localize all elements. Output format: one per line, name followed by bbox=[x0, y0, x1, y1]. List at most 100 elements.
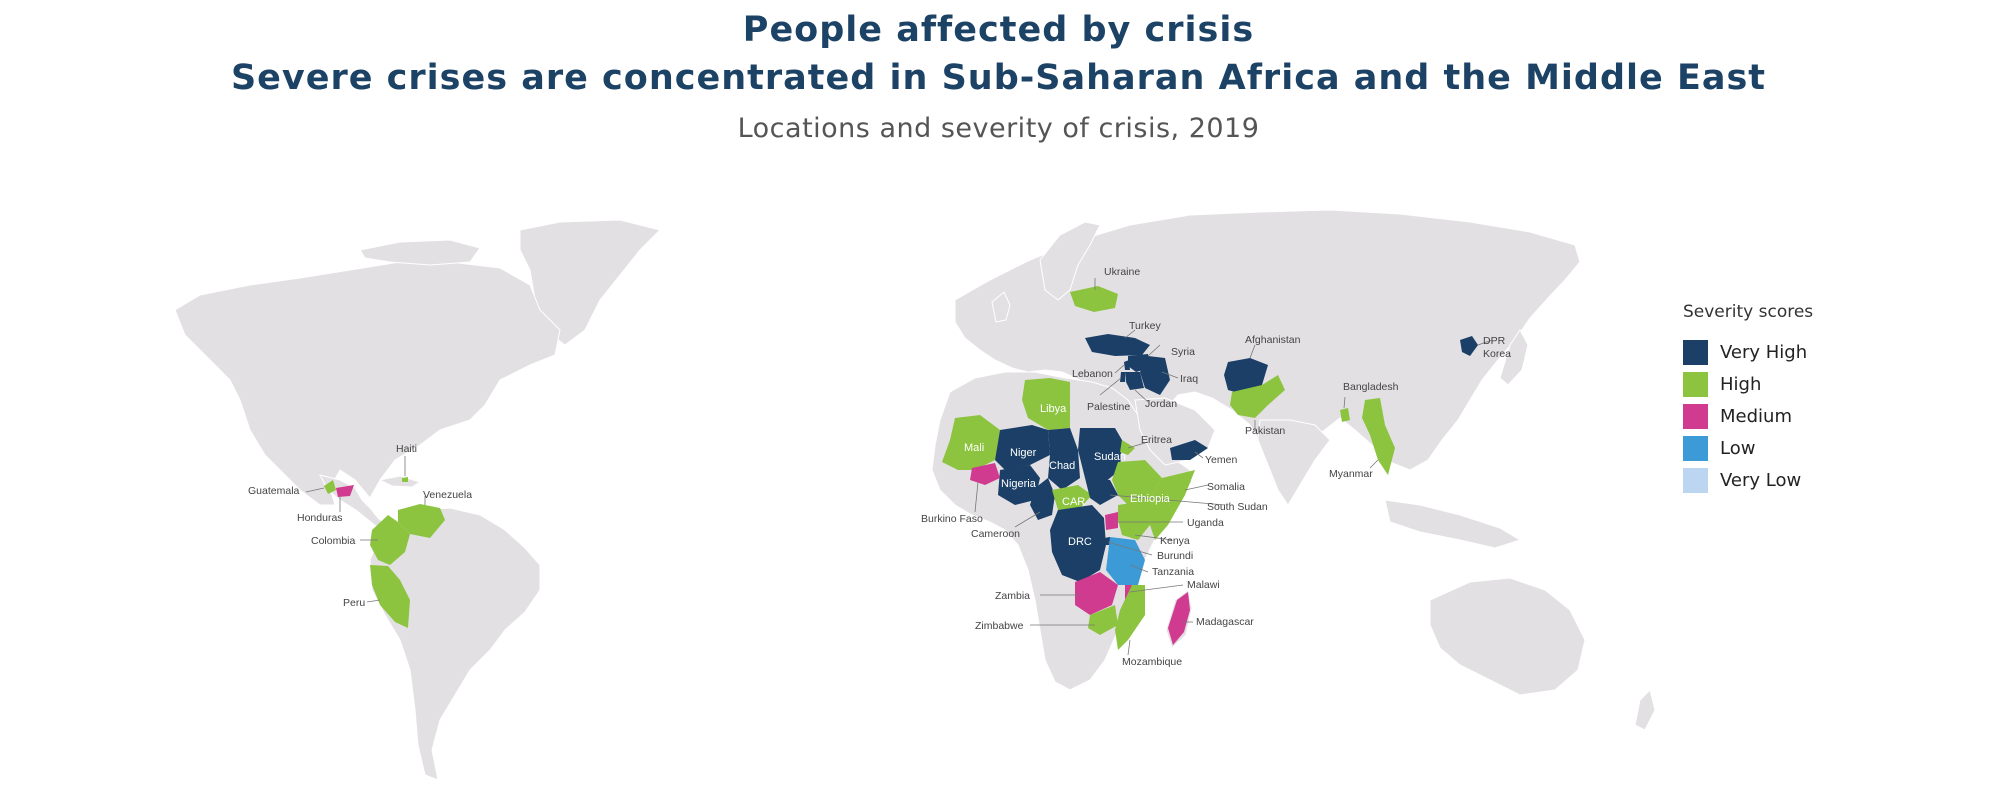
legend-title: Severity scores bbox=[1683, 302, 1814, 322]
country-labels-inside: Libya Mali Niger Chad Sudan Nigeria CAR … bbox=[964, 403, 1171, 548]
label-palestine: Palestine bbox=[1087, 401, 1130, 413]
label-niger: Niger bbox=[1010, 447, 1037, 459]
country-chad bbox=[1048, 428, 1080, 490]
chart-subtitle: Locations and severity of crisis, 2019 bbox=[737, 113, 1260, 144]
legend-label: High bbox=[1720, 373, 1762, 395]
label-car: CAR bbox=[1062, 496, 1085, 508]
label-yemen: Yemen bbox=[1205, 454, 1237, 466]
country-honduras bbox=[336, 485, 354, 497]
land-japan bbox=[1499, 329, 1529, 386]
country-yemen bbox=[1170, 440, 1208, 460]
label-haiti: Haiti bbox=[396, 443, 417, 455]
label-tanzania: Tanzania bbox=[1152, 566, 1194, 578]
label-jordan: Jordan bbox=[1145, 398, 1177, 410]
land-greenland bbox=[519, 219, 661, 346]
country-afghanistan bbox=[1224, 358, 1268, 395]
label-nigeria: Nigeria bbox=[1001, 478, 1037, 490]
country-eritrea bbox=[1120, 440, 1135, 455]
legend-label: Very Low bbox=[1720, 469, 1802, 491]
country-madagascar bbox=[1168, 592, 1190, 645]
country-somalia bbox=[1150, 470, 1195, 540]
legend-swatch bbox=[1683, 339, 1708, 365]
country-ukraine bbox=[1070, 286, 1118, 312]
legend-swatch bbox=[1683, 371, 1708, 397]
label-dpr-korea-1: DPR Korea bbox=[1483, 335, 1511, 360]
country-uganda bbox=[1105, 512, 1118, 530]
country-car bbox=[1052, 485, 1092, 510]
crisis-countries bbox=[324, 286, 1478, 650]
label-pakistan: Pakistan bbox=[1245, 425, 1285, 437]
label-zimbabwe: Zimbabwe bbox=[975, 620, 1024, 632]
label-libya: Libya bbox=[1040, 403, 1067, 415]
leader-lines bbox=[305, 278, 1493, 656]
country-burkina-faso bbox=[970, 463, 1000, 485]
label-sudan: Sudan bbox=[1094, 451, 1126, 463]
label-syria: Syria bbox=[1171, 346, 1195, 358]
legend-item-high: High bbox=[1683, 368, 1813, 400]
label-chad: Chad bbox=[1049, 460, 1075, 472]
label-somalia: Somalia bbox=[1207, 481, 1245, 493]
legend-swatch bbox=[1683, 467, 1708, 493]
label-bangladesh: Bangladesh bbox=[1343, 381, 1399, 393]
label-lebanon: Lebanon bbox=[1072, 368, 1113, 380]
legend-label: Very High bbox=[1720, 341, 1808, 363]
legend: Severity scores Very High High Medium Lo… bbox=[1683, 302, 1813, 496]
legend-item-very-low: Very Low bbox=[1683, 464, 1813, 496]
label-zambia: Zambia bbox=[995, 590, 1030, 602]
country-libya bbox=[1022, 378, 1070, 430]
label-iraq: Iraq bbox=[1180, 373, 1198, 385]
land-new-zealand bbox=[1634, 689, 1656, 731]
country-dpr-korea bbox=[1460, 336, 1478, 356]
country-niger bbox=[995, 425, 1050, 470]
label-afghanistan: Afghanistan bbox=[1245, 334, 1301, 346]
country-venezuela bbox=[398, 504, 445, 538]
land-arctic-islands bbox=[359, 239, 481, 266]
country-burundi bbox=[1104, 537, 1110, 545]
country-iraq bbox=[1140, 356, 1170, 395]
country-pakistan bbox=[1230, 375, 1285, 418]
country-zimbabwe bbox=[1088, 605, 1118, 635]
label-malawi: Malawi bbox=[1187, 579, 1220, 591]
label-ethiopia: Ethiopia bbox=[1130, 493, 1171, 505]
country-labels: Haiti Guatemala Honduras Venezuela Colom… bbox=[248, 266, 1511, 668]
land-base bbox=[174, 209, 1656, 781]
country-tanzania bbox=[1106, 537, 1145, 585]
label-madagascar: Madagascar bbox=[1196, 616, 1254, 628]
label-guatemala: Guatemala bbox=[248, 485, 300, 497]
country-kenya bbox=[1118, 500, 1150, 540]
legend-label: Low bbox=[1720, 437, 1756, 459]
land-india bbox=[1257, 419, 1331, 506]
label-cameroon: Cameroon bbox=[971, 528, 1020, 540]
country-peru bbox=[370, 565, 410, 628]
legend-item-low: Low bbox=[1683, 432, 1813, 464]
label-eritrea: Eritrea bbox=[1141, 434, 1172, 446]
legend-label: Medium bbox=[1720, 405, 1792, 427]
country-palestine bbox=[1120, 372, 1126, 382]
country-ethiopia bbox=[1112, 460, 1162, 505]
chart-title: People affected by crisis bbox=[742, 10, 1255, 50]
country-drc bbox=[1050, 505, 1106, 582]
country-zambia bbox=[1075, 572, 1118, 615]
country-sudan bbox=[1078, 428, 1122, 482]
country-turkey bbox=[1085, 334, 1150, 356]
country-haiti bbox=[402, 477, 408, 482]
label-ukraine: Ukraine bbox=[1104, 266, 1140, 278]
land-north-america bbox=[174, 261, 561, 506]
label-kenya: Kenya bbox=[1160, 535, 1190, 547]
land-australia bbox=[1429, 577, 1586, 696]
legend-item-medium: Medium bbox=[1683, 400, 1813, 432]
land-scandinavia bbox=[1039, 221, 1101, 301]
label-peru: Peru bbox=[343, 597, 365, 609]
country-myanmar bbox=[1362, 398, 1395, 475]
legend-item-very-high: Very High bbox=[1683, 336, 1813, 368]
label-uganda: Uganda bbox=[1187, 517, 1224, 529]
land-eurasia bbox=[954, 209, 1581, 471]
label-venezuela: Venezuela bbox=[423, 489, 472, 501]
land-uk bbox=[991, 291, 1011, 323]
land-south-america bbox=[369, 507, 541, 781]
legend-swatch bbox=[1683, 403, 1708, 429]
country-lebanon bbox=[1124, 360, 1130, 370]
label-drc: DRC bbox=[1068, 536, 1092, 548]
land-southeast-asia bbox=[1384, 499, 1522, 549]
label-mozambique: Mozambique bbox=[1122, 656, 1182, 668]
